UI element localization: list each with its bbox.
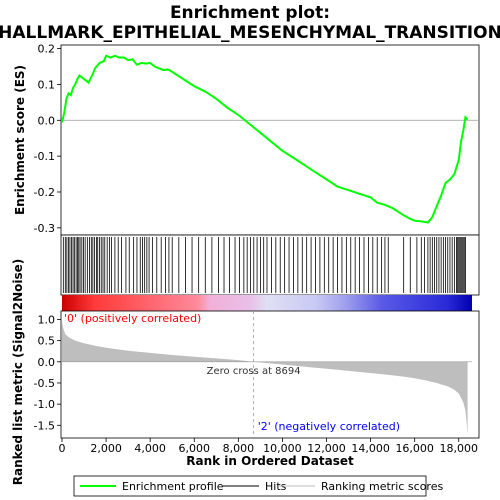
hits-panel-frame (60, 234, 480, 296)
negative-correlation-label: '2' (negatively correlated) (258, 420, 400, 433)
hits-panel (60, 234, 480, 296)
es-y-tick-label: 0.1 (38, 78, 56, 91)
hit-marks (62, 237, 466, 293)
heat-bar-gradient (62, 295, 472, 311)
metric-y-tick-label: 0.5 (38, 335, 56, 348)
metric-x-tick-label: 18,000 (440, 442, 479, 455)
metric-y-ticks: 1.0 0.5 0.0 -0.5 -1.0 -1.5 (34, 313, 61, 432)
es-y-tick-label: 0.2 (38, 43, 56, 56)
es-y-ticks: 0.2 0.1 0.0 -0.1 -0.2 -0.3 (34, 43, 61, 235)
legend: Enrichment profile Hits Ranking metric s… (73, 475, 443, 497)
enrichment-score-panel: 0.2 0.1 0.0 -0.1 -0.2 -0.3 Enrichment score (… (13, 43, 480, 236)
es-y-tick-label: -0.2 (34, 186, 55, 199)
metric-x-ticks: 0 2,000 4,000 6,000 8,000 10,000 12,000 14,000 1… (59, 438, 479, 455)
metric-x-axis-label: Rank in Ordered Dataset (186, 454, 354, 468)
es-y-tick-label: -0.3 (34, 222, 55, 235)
metric-x-tick-label: 4,000 (134, 442, 166, 455)
metric-y-tick-label: -0.5 (34, 377, 55, 390)
legend-label-enrichment-profile: Enrichment profile (122, 480, 224, 493)
es-y-axis-label: Enrichment score (ES) (13, 65, 27, 215)
legend-label-hits: Hits (265, 480, 287, 493)
metric-y-tick-label: -1.5 (34, 419, 55, 432)
metric-y-axis-label: Ranked list metric (Signal2Noise) (11, 259, 25, 486)
ranked-metric-panel: Zero cross at 8694 '0' (positively corre… (11, 259, 480, 486)
metric-x-tick-label: 0 (59, 442, 66, 455)
legend-label-ranking-metric: Ranking metric scores (321, 480, 443, 493)
metric-x-tick-label: 2,000 (90, 442, 122, 455)
metric-y-tick-label: -1.0 (34, 398, 55, 411)
rank-heat-bar (62, 295, 472, 311)
metric-y-tick-label: 0.0 (38, 356, 56, 369)
metric-x-tick-label: 16,000 (395, 442, 434, 455)
metric-x-tick-label: 6,000 (179, 442, 211, 455)
metric-x-tick-label: 10,000 (263, 442, 302, 455)
enrichment-profile-line (61, 54, 469, 224)
positive-correlation-label: '0' (positively correlated) (64, 312, 201, 325)
es-y-tick-label: -0.1 (34, 150, 55, 163)
es-y-tick-label: 0.0 (38, 114, 56, 127)
zero-cross-label: Zero cross at 8694 (207, 366, 301, 377)
chart-title-line1: Enrichment plot: (170, 3, 330, 23)
metric-x-tick-label: 12,000 (307, 442, 346, 455)
metric-x-tick-label: 14,000 (351, 442, 390, 455)
metric-x-tick-label: 8,000 (223, 442, 255, 455)
chart-title-line2: HALLMARK_EPITHELIAL_MESENCHYMAL_TRANSITI… (0, 23, 500, 43)
metric-y-tick-label: 1.0 (38, 313, 56, 326)
